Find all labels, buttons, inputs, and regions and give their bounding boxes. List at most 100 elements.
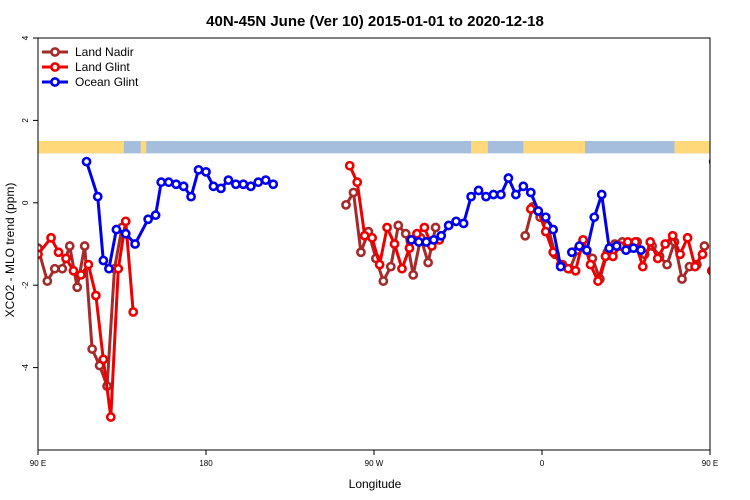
legend-label-land-nadir: Land Nadir [75, 45, 134, 59]
data-point-ocean-glint [473, 185, 484, 196]
data-point-land-glint [113, 263, 124, 274]
data-point-land-glint [706, 266, 710, 276]
legend-marker-land-nadir [50, 47, 60, 57]
land-band-segment [471, 141, 488, 154]
data-point-ocean-glint [443, 220, 454, 231]
x-tick-label: 90 W [365, 459, 384, 468]
data-point-land-glint [98, 354, 109, 365]
y-tick-label: -2 [21, 281, 30, 289]
data-point-ocean-glint [451, 216, 462, 227]
data-point-ocean-glint [566, 247, 577, 258]
data-point-land-nadir [42, 276, 53, 286]
data-point-land-glint [746, 218, 750, 225]
data-point-land-nadir [64, 241, 75, 251]
data-point-land-nadir [731, 242, 738, 249]
data-point-ocean-glint [223, 175, 234, 186]
data-point-land-glint [382, 222, 392, 233]
data-point-land-glint [540, 226, 551, 237]
data-point-ocean-glint [156, 177, 167, 188]
series-line-land-glint [712, 221, 750, 417]
data-point-ocean-glint [163, 177, 174, 188]
data-point-land-nadir [400, 228, 411, 239]
data-point-ocean-glint [496, 189, 506, 200]
data-point-ocean-glint [238, 179, 249, 190]
data-point-ocean-glint [611, 241, 622, 251]
data-point-ocean-glint [525, 187, 536, 198]
data-point-land-glint [563, 263, 574, 274]
land-band-segment [140, 141, 147, 154]
land-ocean-band [38, 141, 710, 154]
data-point-land-nadir [87, 344, 98, 354]
data-point-ocean-glint [621, 245, 631, 256]
data-point-land-nadir [79, 241, 90, 251]
data-point-land-glint [675, 249, 686, 260]
series-layer [38, 156, 750, 422]
data-point-land-glint [46, 232, 56, 243]
data-point-ocean-glint [208, 181, 219, 192]
data-point-ocean-glint [481, 191, 491, 202]
x-tick-label: 180 [199, 459, 213, 468]
y-tick-label: 0 [21, 200, 30, 205]
data-point-ocean-glint [413, 237, 424, 247]
series-line-land-nadir [712, 228, 750, 387]
data-point-land-glint [128, 307, 139, 317]
data-point-ocean-glint [503, 173, 514, 183]
data-point-land-nadir [738, 345, 745, 352]
data-point-ocean-glint [488, 189, 499, 200]
ocean-band [38, 141, 710, 154]
data-point-ocean-glint [406, 234, 417, 245]
data-point-ocean-glint [555, 261, 566, 272]
data-point-ocean-glint [589, 212, 600, 223]
land-band-segment [38, 141, 124, 154]
land-band-segment [674, 141, 710, 154]
data-point-land-glint [593, 276, 603, 286]
data-point-land-glint [105, 412, 116, 422]
data-point-land-nadir [49, 263, 60, 274]
data-point-land-glint [738, 265, 745, 272]
y-tick-label: 4 [21, 35, 30, 40]
data-point-land-glint [690, 261, 700, 272]
data-point-land-nadir [746, 362, 750, 369]
data-point-land-glint [723, 356, 730, 363]
series-land-nadir [38, 187, 750, 392]
data-point-land-glint [667, 230, 678, 241]
land-band-segment [523, 141, 585, 154]
legend-label-land-glint: Land Glint [75, 60, 130, 74]
data-point-ocean-glint [510, 189, 521, 200]
data-point-ocean-glint [518, 181, 529, 192]
data-point-ocean-glint [548, 224, 559, 235]
data-point-ocean-glint [458, 218, 469, 229]
data-point-ocean-glint [193, 164, 204, 175]
data-point-land-nadir [57, 263, 68, 274]
data-point-land-nadir [393, 220, 404, 231]
data-point-ocean-glint [604, 243, 615, 254]
data-point-land-nadir [723, 284, 730, 291]
data-point-ocean-glint [581, 245, 592, 256]
data-point-ocean-glint [574, 241, 585, 251]
data-point-ocean-glint [171, 179, 182, 190]
data-point-ocean-glint [201, 166, 211, 177]
axis-layer: 90 E 180 90 W 0 90 E -4 -2 0 2 4 [21, 35, 718, 468]
data-point-ocean-glint [740, 226, 747, 233]
y-axis-label: XCO2 - MLO trend (ppm) [3, 183, 17, 318]
data-point-land-glint [570, 265, 581, 276]
data-point-ocean-glint [596, 189, 607, 200]
data-point-land-glint [344, 160, 355, 171]
data-point-ocean-glint [120, 228, 131, 239]
data-point-ocean-glint [428, 234, 439, 245]
data-point-ocean-glint [636, 245, 646, 256]
data-point-land-glint [367, 232, 378, 243]
y-tick-label: -4 [21, 363, 30, 371]
series-line-land-nadir [38, 227, 124, 388]
data-point-ocean-glint [436, 230, 447, 241]
data-point-ocean-glint [628, 243, 639, 254]
data-point-land-glint [682, 232, 693, 243]
data-point-land-glint [660, 239, 671, 249]
data-point-ocean-glint [186, 191, 196, 202]
data-point-ocean-glint [216, 183, 226, 194]
data-point-land-nadir [378, 276, 389, 286]
data-point-land-glint [76, 269, 86, 280]
data-point-land-glint [389, 239, 400, 249]
